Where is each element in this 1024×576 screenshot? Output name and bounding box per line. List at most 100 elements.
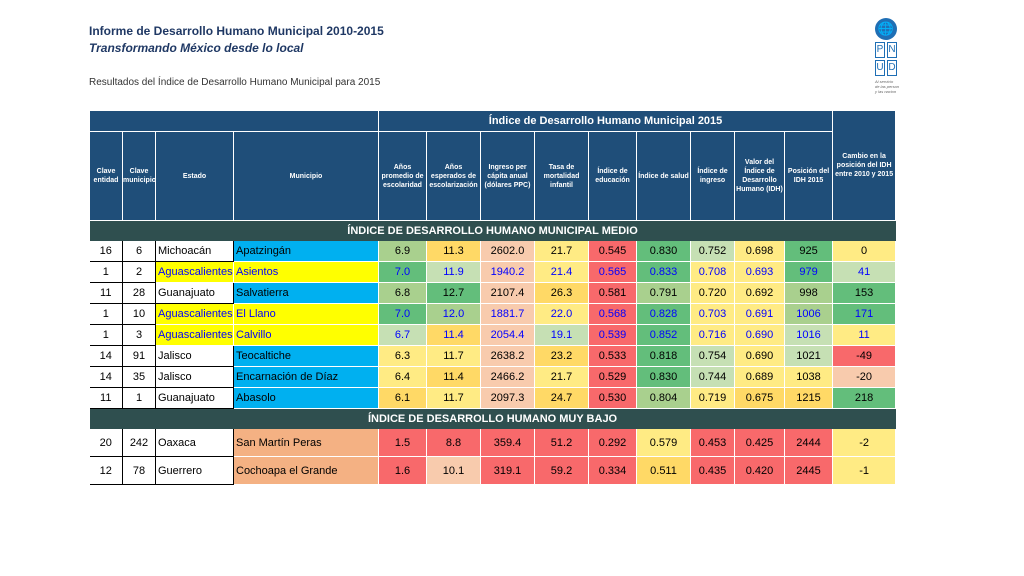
col-header: Índice de educación — [588, 131, 637, 221]
table-row: 1 3 Aguascalientes Calvillo 6.7 11.4 2054.4 19.… — [89, 324, 897, 346]
table-row: 14 35 Jalisco Encarnación de Díaz 6.4 11.4 246… — [89, 366, 897, 388]
table-cell: 359.4 — [480, 429, 535, 457]
table-row: 11 28 Guanajuato Salvatierra 6.8 12.7 2107.4 26… — [89, 282, 897, 304]
table-cell: 11 — [89, 282, 123, 304]
table-cell: 21.7 — [534, 241, 589, 262]
table-cell: Guerrero — [155, 456, 234, 485]
table-cell: 16 — [89, 241, 123, 262]
band-title: Índice de Desarrollo Humano Municipal 20… — [377, 110, 834, 132]
table-cell: 0.420 — [734, 456, 785, 485]
col-header: Posición del IDH 2015 — [783, 131, 834, 221]
table-cell: 2445 — [784, 456, 834, 485]
table-cell: 0.752 — [690, 241, 735, 262]
table-cell: 3 — [122, 324, 156, 346]
table-cell: 11.7 — [426, 387, 481, 409]
table-cell: Abasolo — [233, 387, 379, 409]
table-cell: 0.744 — [690, 366, 735, 388]
table-cell: 24.7 — [534, 387, 589, 409]
table-cell: 1 — [89, 324, 123, 346]
table-cell: 0.539 — [588, 324, 637, 346]
table-cell: -49 — [832, 345, 897, 367]
table-cell: 0.568 — [588, 303, 637, 325]
table-cell: 925 — [784, 241, 834, 262]
table-cell: -20 — [832, 366, 897, 388]
table-cell: 23.2 — [534, 345, 589, 367]
table-cell: 6.4 — [378, 366, 427, 388]
section-header: ÍNDICE DE DESARROLLO HUMANO MUNICIPAL ME… — [89, 220, 896, 241]
logo-letter: U — [875, 60, 885, 76]
table-cell: 0.830 — [636, 241, 691, 262]
table-cell: Guanajuato — [155, 282, 234, 304]
col-header: Tasa de mortalidad infantil — [534, 131, 589, 221]
table-cell: 21.4 — [534, 261, 589, 283]
table-cell: 7.0 — [378, 261, 427, 283]
table-cell: 51.2 — [534, 429, 589, 457]
table-cell: 10 — [122, 303, 156, 325]
table-cell: 0.453 — [690, 429, 735, 457]
table-cell: 11 — [832, 324, 897, 346]
table-cell: 1215 — [784, 387, 834, 409]
table-cell: 20 — [89, 429, 123, 457]
col-header: Índice de salud — [636, 131, 691, 221]
pnud-logo: 🌐 P N U D Al servicio de las person y la… — [875, 18, 899, 94]
table-cell: 6.8 — [378, 282, 427, 304]
table-cell: 6.3 — [378, 345, 427, 367]
table-cell: 0.720 — [690, 282, 735, 304]
col-header: Valor del Índice de Desarrollo Humano (I… — [734, 131, 785, 221]
table-row: 16 6 Michoacán Apatzingán 6.9 11.3 2602.0 21.7 0… — [89, 241, 897, 262]
table-cell: 26.3 — [534, 282, 589, 304]
table-cell: 22.0 — [534, 303, 589, 325]
table-cell: Cochoapa el Grande — [233, 456, 379, 485]
table-cell: -1 — [832, 456, 897, 485]
table-cell: 0.828 — [636, 303, 691, 325]
table-cell: Calvillo — [233, 324, 379, 346]
table-cell: 0.818 — [636, 345, 691, 367]
table-cell: 14 — [89, 345, 123, 367]
table-cell: 14 — [89, 366, 123, 388]
table-cell: 0 — [832, 241, 897, 262]
table-cell: Salvatierra — [233, 282, 379, 304]
col-header: Índice de ingreso — [690, 131, 735, 221]
table-cell: 0.565 — [588, 261, 637, 283]
table-cell: 12 — [89, 456, 123, 485]
table-cell: Apatzingán — [233, 241, 379, 262]
table-cell: 41 — [832, 261, 897, 283]
table-cell: Asientos — [233, 261, 379, 283]
col-header: Años promedio de escolaridad — [378, 131, 427, 221]
table-cell: 59.2 — [534, 456, 589, 485]
table-cell: 242 — [122, 429, 156, 457]
table-row: 12 78 Guerrero Cochoapa el Grande 1.6 10.1 319… — [89, 456, 897, 485]
table-cell: 0.693 — [734, 261, 785, 283]
table-cell: 0.689 — [734, 366, 785, 388]
table-cell: 0.690 — [734, 324, 785, 346]
table-cell: 2444 — [784, 429, 834, 457]
idh-table: Índice de Desarrollo Humano Municipal 20… — [89, 110, 897, 485]
table-cell: 12.7 — [426, 282, 481, 304]
table-cell: 0.691 — [734, 303, 785, 325]
col-header: Estado — [155, 131, 234, 221]
table-cell: 0.833 — [636, 261, 691, 283]
table-cell: 11.7 — [426, 345, 481, 367]
table-cell: Encarnación de Díaz — [233, 366, 379, 388]
table-cell: 2602.0 — [480, 241, 535, 262]
table-cell: 0.708 — [690, 261, 735, 283]
table-cell: 0.435 — [690, 456, 735, 485]
table-cell: Michoacán — [155, 241, 234, 262]
table-cell: 35 — [122, 366, 156, 388]
table-cell: 1 — [89, 261, 123, 283]
table-cell: 2466.2 — [480, 366, 535, 388]
table-cell: Aguascalientes — [155, 324, 234, 346]
col-header: Ingreso per cápita anual (dólares PPC) — [480, 131, 535, 221]
table-row: 1 2 Aguascalientes Asientos 7.0 11.9 1940.2 21.… — [89, 261, 897, 283]
table-cell: 0.754 — [690, 345, 735, 367]
table-cell: 0.719 — [690, 387, 735, 409]
table-cell: 2107.4 — [480, 282, 535, 304]
table-cell: 0.425 — [734, 429, 785, 457]
table-cell: 0.581 — [588, 282, 637, 304]
table-cell: 1016 — [784, 324, 834, 346]
table-cell: 6.7 — [378, 324, 427, 346]
table-cell: 0.579 — [636, 429, 691, 457]
table-cell: 1038 — [784, 366, 834, 388]
table-cell: 2 — [122, 261, 156, 283]
table-cell: 0.545 — [588, 241, 637, 262]
